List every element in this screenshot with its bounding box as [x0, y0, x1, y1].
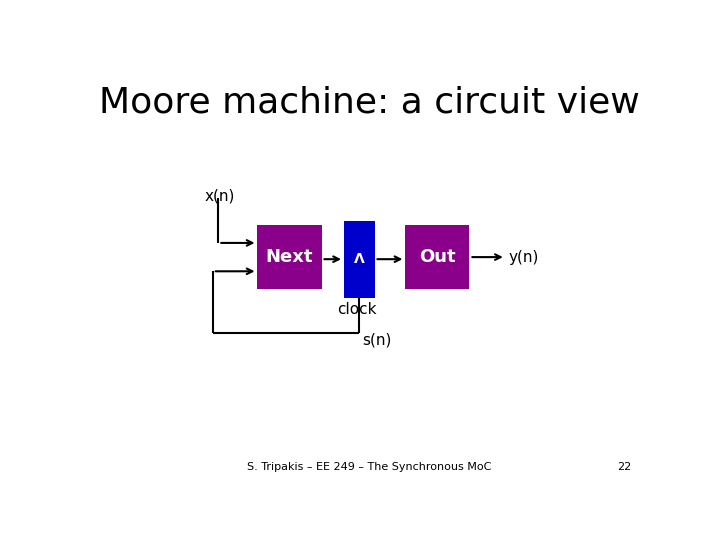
Text: Moore machine: a circuit view: Moore machine: a circuit view — [99, 85, 639, 119]
Text: Next: Next — [266, 248, 313, 266]
Bar — [258, 225, 322, 289]
Text: Λ: Λ — [354, 252, 364, 266]
Text: 22: 22 — [617, 462, 631, 472]
Text: S. Tripakis – EE 249 – The Synchronous MoC: S. Tripakis – EE 249 – The Synchronous M… — [247, 462, 491, 472]
Text: y(n): y(n) — [508, 249, 539, 265]
Bar — [405, 225, 469, 289]
Text: Out: Out — [419, 248, 456, 266]
Text: clock: clock — [337, 302, 376, 317]
Text: s(n): s(n) — [362, 333, 392, 348]
Bar — [344, 221, 374, 298]
Text: x(n): x(n) — [204, 188, 235, 203]
